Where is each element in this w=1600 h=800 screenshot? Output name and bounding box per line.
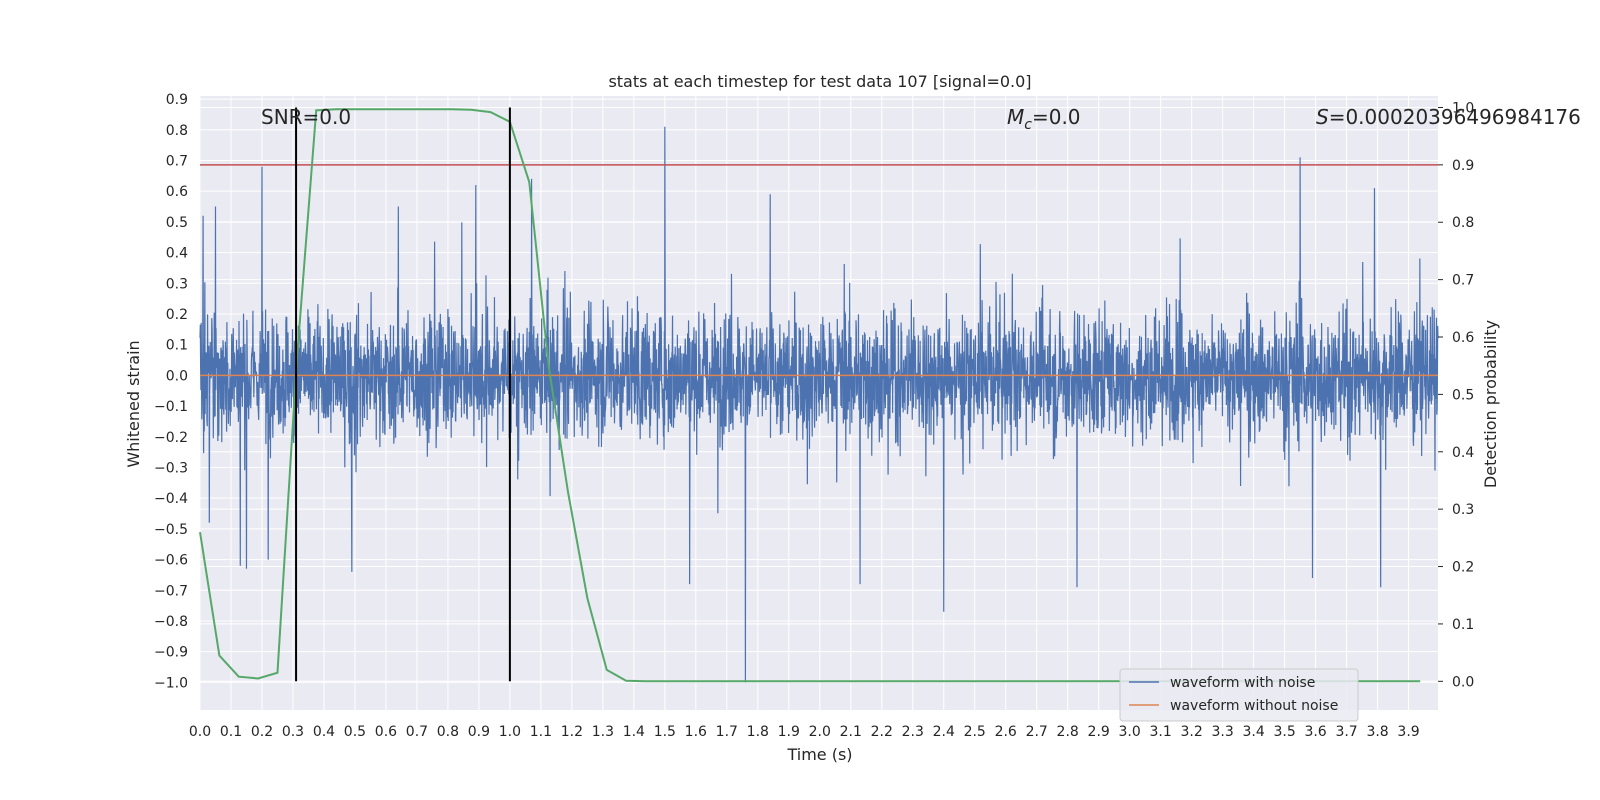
x-tick-label: 0.6 xyxy=(375,724,397,740)
x-tick-label: 2.0 xyxy=(809,724,831,740)
y-tick-label: 0.1 xyxy=(166,338,188,354)
x-tick-label: 2.8 xyxy=(1057,724,1079,740)
x-tick-label: 0.2 xyxy=(251,724,273,740)
legend: waveform with noise waveform without noi… xyxy=(1119,668,1359,722)
y-tick-label: −0.7 xyxy=(154,583,188,599)
series-line-waveform-with-noise xyxy=(199,126,1439,683)
mc-annotation: Mc=0.0 xyxy=(1007,105,1081,133)
y-tick-label: −1.0 xyxy=(154,675,188,691)
y-tick-label: −0.6 xyxy=(154,553,188,569)
y-tick-label: 0.3 xyxy=(166,276,188,292)
x-tick-label: 1.1 xyxy=(530,724,552,740)
x-tick-label: 3.9 xyxy=(1397,724,1419,740)
x-tick-label: 2.1 xyxy=(840,724,862,740)
x-tick-label: 2.3 xyxy=(902,724,924,740)
y-tick-label: 0.2 xyxy=(166,307,188,323)
x-tick-label: 3.0 xyxy=(1119,724,1141,740)
x-tick-label: 2.5 xyxy=(964,724,986,740)
y2-tick-label: 0.9 xyxy=(1452,158,1474,174)
legend-label-clean: waveform without noise xyxy=(1170,698,1338,714)
x-tick-label: 0.0 xyxy=(189,724,211,740)
x-tick-label: 1.2 xyxy=(561,724,583,740)
x-tick-label: 3.6 xyxy=(1304,724,1326,740)
x-tick-labels: 0.0 0.1 0.2 0.3 0.4 0.5 0.6 0.7 0.8 0.9 1.0 1.1 1.2 1… xyxy=(189,724,1420,740)
x-tick-label: 0.7 xyxy=(406,724,428,740)
x-tick-label: 0.9 xyxy=(468,724,490,740)
chart-title: stats at each timestep for test data 107… xyxy=(608,72,1031,91)
y-tick-label: −0.4 xyxy=(154,491,188,507)
y2-tick-label: 0.4 xyxy=(1452,445,1474,461)
y2-tick-label: 0.1 xyxy=(1452,617,1474,633)
y2-tick-label: 1.0 xyxy=(1452,100,1474,116)
x-tick-label: 1.4 xyxy=(623,724,645,740)
x-tick-label: 0.5 xyxy=(344,724,366,740)
y2-tick-label: 0.5 xyxy=(1452,387,1474,403)
x-tick-label: 3.2 xyxy=(1181,724,1203,740)
y-tick-label: 0.8 xyxy=(166,123,188,139)
x-tick-label: 3.3 xyxy=(1211,724,1233,740)
mc-subscript: c xyxy=(1024,117,1032,133)
x-tick-label: 3.5 xyxy=(1273,724,1295,740)
y-tick-label: 0.5 xyxy=(166,215,188,231)
vertical-markers xyxy=(295,107,511,682)
x-axis-label: Time (s) xyxy=(786,745,852,764)
x-tick-label: 1.9 xyxy=(778,724,800,740)
x-tick-label: 2.9 xyxy=(1088,724,1110,740)
legend-box xyxy=(1119,668,1359,722)
x-tick-label: 3.1 xyxy=(1150,724,1172,740)
y-tick-label: 0.9 xyxy=(166,92,188,108)
x-tick-label: 2.2 xyxy=(871,724,893,740)
x-tick-label: 1.3 xyxy=(592,724,614,740)
s-symbol: S xyxy=(1316,105,1329,129)
noise-series xyxy=(199,126,1439,683)
mc-value: =0.0 xyxy=(1032,105,1081,129)
x-tick-label: 0.4 xyxy=(313,724,335,740)
x-tick-label: 1.5 xyxy=(654,724,676,740)
snr-annotation: SNR=0.0 xyxy=(261,105,351,129)
x-tick-label: 1.0 xyxy=(499,724,521,740)
s-value: =0.00020396496984176 xyxy=(1329,105,1581,129)
y2-axis-label: Detection probability xyxy=(1481,320,1500,488)
mc-symbol: M xyxy=(1007,105,1024,129)
y2-tick-label: 0.2 xyxy=(1452,560,1474,576)
y2-tick-label: 0.6 xyxy=(1452,330,1474,346)
y2-tick-labels: 1.0 0.9 0.8 0.7 0.6 0.5 0.4 0.3 0.2 0.1 0.0 xyxy=(1438,100,1474,690)
y2-tick-label: 0.3 xyxy=(1452,502,1474,518)
y-tick-label: 0.7 xyxy=(166,153,188,169)
y2-tick-label: 0.0 xyxy=(1452,674,1474,690)
y-tick-label: −0.2 xyxy=(154,430,188,446)
x-tick-label: 3.4 xyxy=(1242,724,1264,740)
legend-label-noise: waveform with noise xyxy=(1170,675,1315,691)
x-tick-label: 3.8 xyxy=(1366,724,1388,740)
y-tick-label: −0.1 xyxy=(154,399,188,415)
x-tick-label: 1.7 xyxy=(716,724,738,740)
s-annotation: S=0.00020396496984176 xyxy=(1316,105,1581,129)
y2-tick-label: 0.7 xyxy=(1452,273,1474,289)
x-tick-label: 2.6 xyxy=(995,724,1017,740)
x-tick-label: 2.4 xyxy=(933,724,955,740)
x-tick-label: 0.1 xyxy=(220,724,242,740)
y-tick-label: 0.0 xyxy=(166,368,188,384)
y-tick-label: −0.9 xyxy=(154,645,188,661)
y-tick-labels: 0.9 0.8 0.7 0.6 0.5 0.4 0.3 0.2 0.1 0.0 −0.1 −0.2 −0… xyxy=(154,92,188,691)
y-tick-label: 0.6 xyxy=(166,184,188,200)
x-tick-label: 2.7 xyxy=(1026,724,1048,740)
y-tick-label: 0.4 xyxy=(166,246,188,262)
y-tick-label: −0.3 xyxy=(154,460,188,476)
y-axis-label: Whitened strain xyxy=(124,340,143,467)
y2-tick-label: 0.8 xyxy=(1452,215,1474,231)
y-tick-label: −0.8 xyxy=(154,614,188,630)
x-tick-label: 0.3 xyxy=(282,724,304,740)
x-tick-label: 0.8 xyxy=(437,724,459,740)
x-tick-label: 3.7 xyxy=(1335,724,1357,740)
x-tick-label: 1.8 xyxy=(747,724,769,740)
x-tick-label: 1.6 xyxy=(685,724,707,740)
y-tick-label: −0.5 xyxy=(154,522,188,538)
